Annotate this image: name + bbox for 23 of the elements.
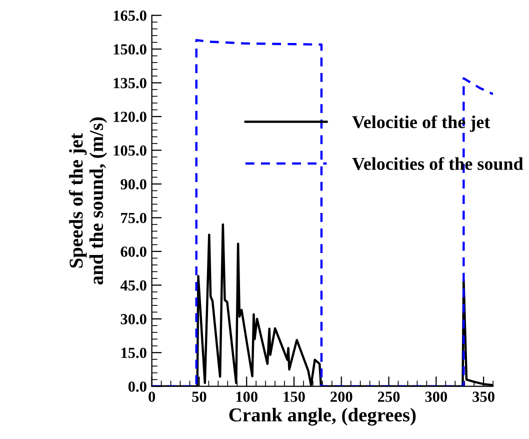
- y-tick-label: 90.0: [120, 179, 146, 190]
- y-tick-label: 60.0: [120, 246, 146, 257]
- x-axis-title: Crank angle, (degrees): [229, 408, 416, 426]
- y-tick-label: 135.0: [114, 78, 146, 88]
- x-tick-label: 150: [284, 392, 305, 402]
- x-tick-label: 250: [378, 392, 400, 402]
- x-tick-label: 200: [330, 392, 352, 402]
- x-tick-label: 0: [148, 392, 156, 402]
- x-tick-label: 50: [192, 392, 206, 402]
- x-tick-label: 300: [425, 392, 448, 402]
- y-tick-label: 15.0: [121, 348, 146, 358]
- y-tick-label: 75.0: [121, 212, 146, 224]
- y-tick-label: 165.0: [114, 10, 146, 21]
- x-tick-label: 100: [236, 392, 258, 402]
- y-tick-label: 150.0: [114, 44, 146, 55]
- x-tick-label: 350: [472, 392, 494, 402]
- y-axis-title: Speeds of the jet and the sound, (m/s): [68, 117, 108, 284]
- y-tick-label: 0.0: [128, 381, 146, 392]
- y-tick-label: 30.0: [120, 314, 146, 324]
- y-tick-label: 45.0: [120, 280, 146, 291]
- y-tick-label: 120.0: [114, 112, 146, 122]
- y-tick-label: 105.0: [114, 145, 146, 156]
- legend-label: Velocities of the sound: [352, 157, 524, 170]
